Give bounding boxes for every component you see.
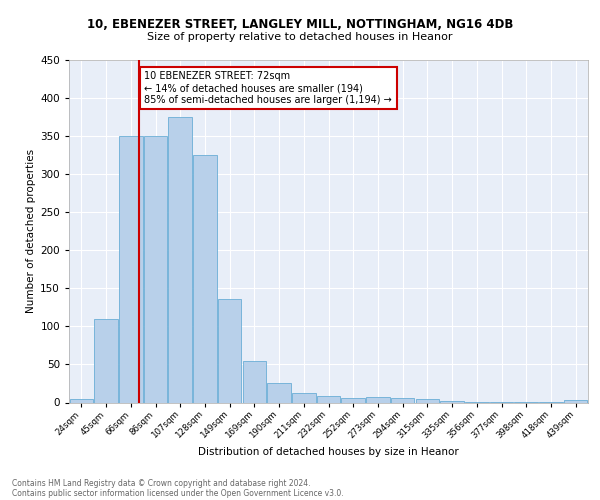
Bar <box>70 398 93 402</box>
Text: Contains HM Land Registry data © Crown copyright and database right 2024.: Contains HM Land Registry data © Crown c… <box>12 478 311 488</box>
Bar <box>391 398 415 402</box>
X-axis label: Distribution of detached houses by size in Heanor: Distribution of detached houses by size … <box>198 448 459 458</box>
Bar <box>292 392 316 402</box>
Bar <box>317 396 340 402</box>
Text: Contains public sector information licensed under the Open Government Licence v3: Contains public sector information licen… <box>12 488 344 498</box>
Bar <box>242 360 266 403</box>
Bar <box>416 400 439 402</box>
Bar <box>94 319 118 402</box>
Bar <box>144 136 167 402</box>
Bar <box>119 136 143 402</box>
Bar <box>440 401 464 402</box>
Text: 10, EBENEZER STREET, LANGLEY MILL, NOTTINGHAM, NG16 4DB: 10, EBENEZER STREET, LANGLEY MILL, NOTTI… <box>87 18 513 30</box>
Bar <box>193 155 217 402</box>
Bar <box>366 397 389 402</box>
Y-axis label: Number of detached properties: Number of detached properties <box>26 149 36 314</box>
Text: Size of property relative to detached houses in Heanor: Size of property relative to detached ho… <box>147 32 453 42</box>
Bar <box>341 398 365 402</box>
Bar <box>564 400 587 402</box>
Text: 10 EBENEZER STREET: 72sqm
← 14% of detached houses are smaller (194)
85% of semi: 10 EBENEZER STREET: 72sqm ← 14% of detac… <box>145 72 392 104</box>
Bar <box>268 384 291 402</box>
Bar <box>169 117 192 403</box>
Bar <box>218 299 241 403</box>
